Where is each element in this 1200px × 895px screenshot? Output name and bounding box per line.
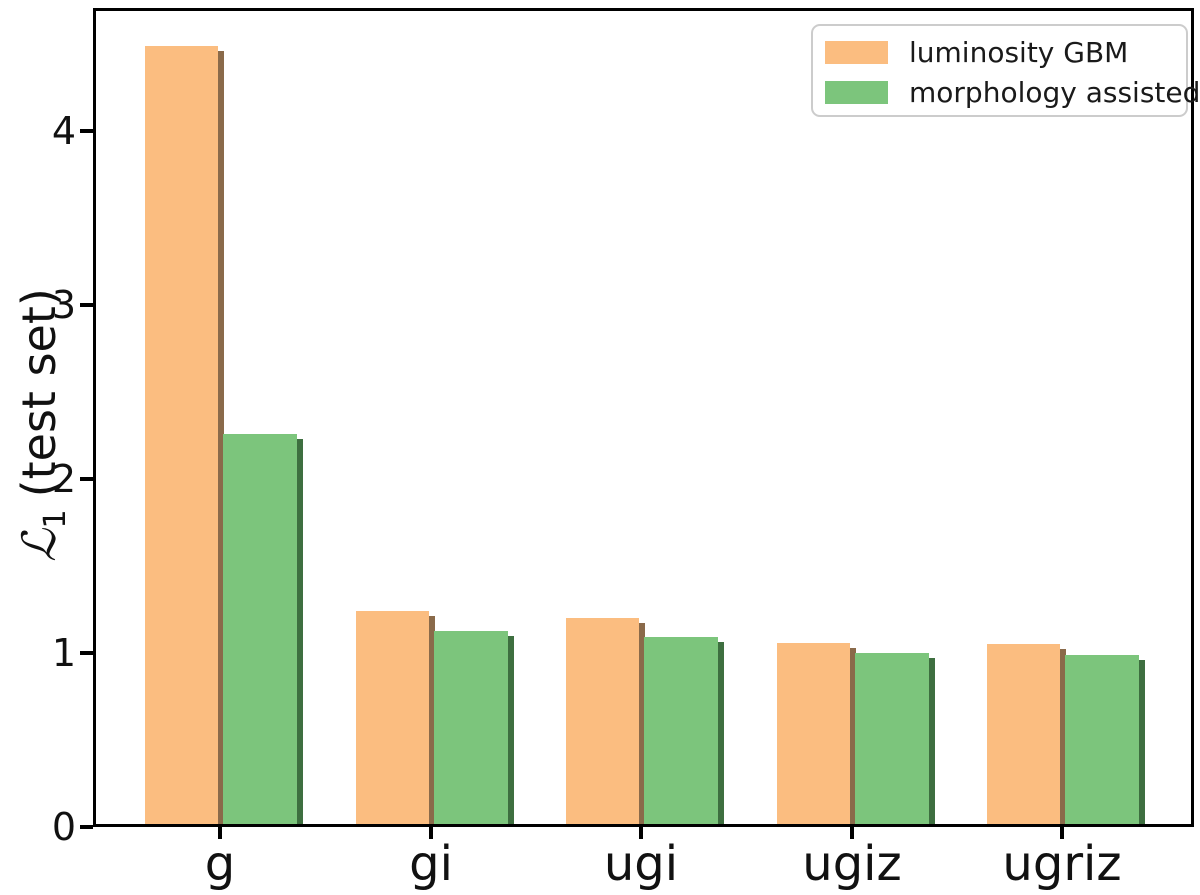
x-tick [639,825,643,839]
script-L-symbol: ℒ [12,528,66,562]
legend-label-morphology-assisted: morphology assisted [909,76,1200,109]
legend: luminosity GBM morphology assisted [811,24,1200,117]
y-tick [80,825,93,829]
y-tick-label: 0 [51,805,76,849]
x-tick [218,825,222,839]
x-category-label-ugriz: ugriz [1002,836,1122,892]
plot-area [93,8,1194,827]
x-category-label-ugi: ugi [603,836,679,892]
y-axis-label-subscript: 1 [38,509,74,529]
y-tick-label: 3 [51,283,76,327]
x-tick [850,825,854,839]
bar-luminosity-gbm-g [145,46,218,827]
y-tick [80,477,93,481]
bar-morphology-assisted-gi [434,631,508,827]
y-tick [80,651,93,655]
bar-morphology-assisted-ugi [644,637,718,827]
legend-item-luminosity-gbm: luminosity GBM [825,36,1186,69]
x-category-label-ugiz: ugiz [802,836,902,892]
y-axis-label-suffix: (test set) [12,288,66,498]
x-tick [429,825,433,839]
y-tick [80,303,93,307]
y-tick [80,129,93,133]
y-axis-label: ℒ1 (test set) [12,288,73,562]
bar-luminosity-gbm-ugiz [777,643,850,827]
legend-swatch-luminosity-gbm [825,41,888,64]
bar-morphology-assisted-ugriz [1065,655,1139,827]
bar-luminosity-gbm-gi [356,611,429,827]
y-tick-label: 2 [51,457,76,501]
y-tick-label: 4 [51,109,76,153]
bar-morphology-assisted-ugiz [855,653,929,827]
legend-item-morphology-assisted: morphology assisted [825,76,1200,109]
x-category-label-g: g [204,836,236,892]
legend-label-luminosity-gbm: luminosity GBM [909,36,1129,69]
bar-luminosity-gbm-ugriz [987,644,1060,827]
x-category-label-gi: gi [409,836,453,892]
x-tick [1060,825,1064,839]
bar-luminosity-gbm-ugi [566,618,639,827]
y-tick-label: 1 [51,631,76,675]
legend-swatch-morphology-assisted [825,81,888,104]
bar-morphology-assisted-g [223,434,297,827]
